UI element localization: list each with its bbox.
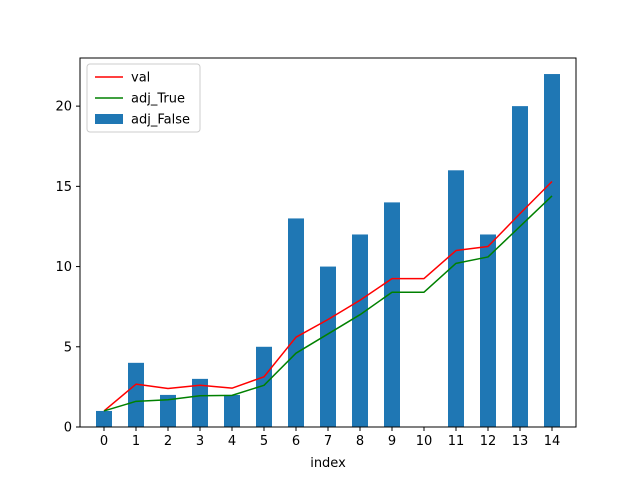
y-tick-label: 10 xyxy=(55,260,72,275)
x-tick-label: 10 xyxy=(416,434,433,449)
x-tick-label: 6 xyxy=(292,434,300,449)
x-tick-label: 11 xyxy=(448,434,465,449)
line-adj-true xyxy=(103,195,553,412)
legend-swatch-adj-false xyxy=(95,114,123,124)
x-tick-label: 1 xyxy=(132,434,140,449)
bar-1 xyxy=(128,362,144,427)
bar-6 xyxy=(288,218,304,427)
bar-3 xyxy=(192,378,208,427)
bar-12 xyxy=(480,234,496,427)
legend-label-adj-true: adj_True xyxy=(131,92,185,107)
x-tick-label: 3 xyxy=(196,434,204,449)
legend-label-adj-false: adj_False xyxy=(131,113,190,128)
line-val xyxy=(103,181,553,412)
y-tick-label: 20 xyxy=(55,100,72,115)
bar-14 xyxy=(544,74,560,427)
bars-layer xyxy=(96,74,560,427)
x-axis: 0 1 2 3 4 5 6 7 8 9 10 11 12 13 14 xyxy=(100,427,560,449)
bar-2 xyxy=(160,394,176,427)
x-tick-label: 4 xyxy=(228,434,236,449)
bar-4 xyxy=(224,394,240,427)
bar-13 xyxy=(512,106,528,427)
bar-7 xyxy=(320,266,336,427)
bar-0 xyxy=(96,410,112,427)
x-tick-label: 9 xyxy=(388,434,396,449)
x-tick-label: 5 xyxy=(260,434,268,449)
lines-layer xyxy=(103,181,553,412)
y-tick-label: 0 xyxy=(64,421,72,436)
bar-5 xyxy=(256,346,272,427)
x-tick-label: 14 xyxy=(544,434,561,449)
y-tick-label: 15 xyxy=(55,180,72,195)
x-tick-label: 0 xyxy=(100,434,108,449)
bar-8 xyxy=(352,234,368,427)
x-axis-label: index xyxy=(310,456,346,471)
bar-11 xyxy=(448,170,464,427)
x-tick-label: 8 xyxy=(356,434,364,449)
x-tick-label: 12 xyxy=(480,434,497,449)
y-axis: 0 5 10 15 20 xyxy=(55,100,80,436)
legend: val adj_True adj_False xyxy=(86,63,201,133)
bar-9 xyxy=(384,202,400,427)
x-tick-label: 7 xyxy=(324,434,332,449)
y-tick-label: 5 xyxy=(64,340,72,355)
x-tick-label: 2 xyxy=(164,434,172,449)
x-tick-label: 13 xyxy=(512,434,529,449)
legend-label-val: val xyxy=(131,71,150,86)
